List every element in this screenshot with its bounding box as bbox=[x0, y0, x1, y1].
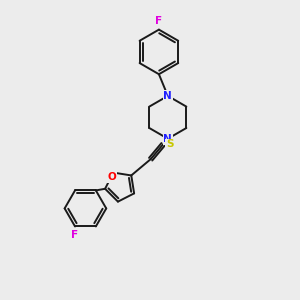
Text: F: F bbox=[71, 230, 79, 240]
Text: O: O bbox=[107, 172, 116, 182]
Text: S: S bbox=[166, 140, 173, 149]
Text: F: F bbox=[155, 16, 163, 26]
Text: N: N bbox=[164, 91, 172, 101]
Text: N: N bbox=[164, 134, 172, 144]
